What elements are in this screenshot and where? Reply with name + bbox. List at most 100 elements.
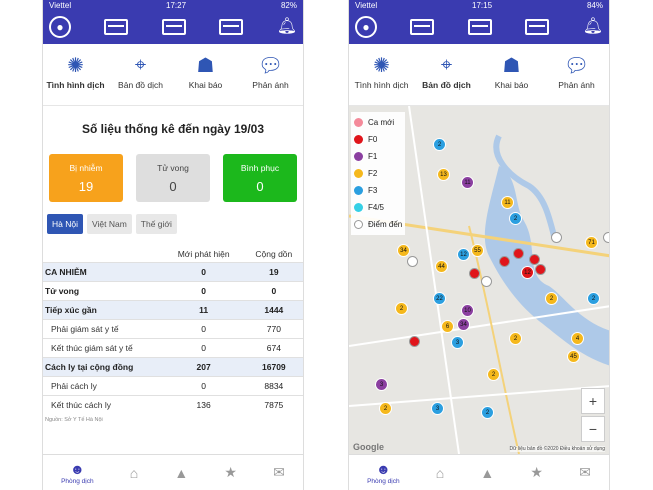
nav-map[interactable]: ⌖ Bản đồ dịch [118,53,163,91]
tab-hanoi[interactable]: Hà Nội [47,214,83,234]
map-marker[interactable]: 2 [487,368,500,381]
map-marker[interactable]: 2 [587,292,600,305]
map-marker[interactable]: 34 [457,318,470,331]
virus-icon: ✺ [67,54,84,77]
bottom-nav-chat[interactable]: ✉ [579,464,591,481]
map-marker[interactable]: 2 [379,402,392,415]
nav-declare[interactable]: ☗ Khai báo [176,52,236,91]
map-marker[interactable]: 34 [397,244,410,257]
bell-icon[interactable]: 🔔︎ [582,18,603,35]
page-title: Số liệu thống kê đến ngày 19/03 [81,122,265,136]
map-marker[interactable]: 45 [567,350,580,363]
map-marker-dot[interactable] [535,264,546,275]
tab-vietnam[interactable]: Việt Nam [86,214,132,234]
nav-situation[interactable]: ✺ Tình hình dịch [352,52,412,91]
chat-icon: 💬︎ [257,54,284,77]
region-tabs: Hà Nội Việt Nam Thế giới [43,214,303,234]
bottom-nav-favorites[interactable]: ★ [530,464,543,481]
zoom-in-button[interactable]: + [581,388,605,414]
map-marker[interactable]: 11 [501,196,514,209]
legend-item: Điểm đến [354,216,402,233]
id-card-icon[interactable] [410,19,435,35]
insurance-card-icon[interactable] [467,19,492,35]
map-marker[interactable]: 3 [375,378,388,391]
map-marker-dot[interactable] [529,254,540,265]
map-marker[interactable]: 3 [451,336,464,349]
table-row: Tiếp xúc gần 11 1444 [43,299,303,319]
map-marker[interactable]: 2 [545,292,558,305]
map-legend: Ca mới F0 F1 F2 F3 F4/5 Điểm đến [351,112,406,235]
map-marker[interactable]: 55 [471,244,484,257]
zoom-out-button[interactable]: − [581,416,605,442]
map-marker[interactable]: 71 [585,236,598,249]
health-card-icon[interactable] [525,19,550,35]
map-marker[interactable]: 13 [437,168,450,181]
bell-icon[interactable]: 🔔︎ [276,18,297,35]
table-row: Cách ly tại cộng đồng 207 16709 [43,356,303,376]
map-marker[interactable]: 2 [509,212,522,225]
table-row: Kết thúc cách ly 136 7875 [43,394,303,414]
table-row: Kết thúc giám sát y tế 0 674 [43,337,303,357]
chat-bubble-icon: ✉ [273,464,285,480]
map-attribution[interactable]: Dữ liệu bản đồ ©2020 Điều khoản sử dụng [509,446,605,452]
nav-feedback[interactable]: 💬︎ Phản ánh [241,52,301,91]
home-icon: ⌂ [129,464,139,481]
map-marker[interactable]: 22 [433,292,446,305]
bottom-nav-education[interactable]: ▲ [480,465,494,481]
map-marker[interactable]: 2 [433,138,446,151]
legend-swatch [354,152,363,161]
legend-item: F0 [354,131,402,148]
map-marker[interactable]: 10 [461,304,474,317]
map-marker[interactable]: 2 [395,302,408,315]
bottom-nav-education[interactable]: ▲ [174,465,188,481]
carrier: Viettel [49,0,72,10]
carrier: Viettel [355,0,378,10]
legend-item: F4/5 [354,199,402,216]
case-map[interactable]: Ca mới F0 F1 F2 F3 F4/5 Điểm đến 2 13 11 11… [349,106,609,454]
map-marker[interactable]: 12 [521,266,534,279]
doctor-icon: ☻ [69,460,85,477]
profile-icon[interactable]: ● [49,16,71,38]
map-marker-dot[interactable] [409,336,420,347]
phone-stats-screen: Viettel 17:27 82% ● 🔔︎ ✺ Tình hình dịch ⌖… [42,0,304,490]
bottom-nav-home[interactable]: ⌂ [436,465,444,481]
map-marker[interactable]: 6 [441,320,454,333]
nav-declare[interactable]: ☗ Khai báo [482,52,542,91]
table-row: Phải cách ly 0 8834 [43,375,303,395]
map-marker[interactable]: 11 [461,176,474,189]
map-marker[interactable]: 2 [509,332,522,345]
battery: 84% [586,0,603,10]
nav-feedback[interactable]: 💬︎ Phản ánh [547,52,607,91]
health-card-icon[interactable] [219,19,244,35]
bottom-nav-chat[interactable]: ✉ [273,464,285,481]
map-marker-dot[interactable] [603,232,609,243]
nav-situation[interactable]: ✺ Tình hình dịch [46,52,106,91]
map-marker-dot[interactable] [469,268,480,279]
map-marker[interactable]: 44 [435,260,448,273]
profile-icon[interactable]: ● [355,16,377,38]
bottom-nav-favorites[interactable]: ★ [224,464,237,481]
map-marker-dot[interactable] [407,256,418,267]
map-marker[interactable]: 12 [457,248,470,261]
map-marker[interactable]: 2 [481,406,494,419]
bottom-nav-home[interactable]: ⌂ [130,465,138,481]
table-row: CA NHIỄM 0 19 [43,261,303,281]
bottom-nav-prevention[interactable]: ☻ Phòng dịch [61,460,94,485]
table-row: Phải giám sát y tế 0 770 [43,318,303,338]
nav-map[interactable]: ⌖ Bản đồ dịch [422,53,471,91]
map-marker-dot[interactable] [481,276,492,287]
map-marker[interactable]: 3 [431,402,444,415]
bottom-nav-prevention[interactable]: ☻ Phòng dịch [367,460,400,485]
map-marker-dot[interactable] [513,248,524,259]
map-marker[interactable]: 4 [571,332,584,345]
insurance-card-icon[interactable] [161,19,186,35]
map-marker-dot[interactable] [551,232,562,243]
legend-swatch [354,135,363,144]
legend-item: F1 [354,148,402,165]
id-card-icon[interactable] [104,19,129,35]
tab-world[interactable]: Thế giới [135,214,177,234]
people-icon: ☗ [196,54,215,77]
map-marker-dot[interactable] [499,256,510,267]
clock: 17:27 [166,0,187,10]
legend-swatch [354,220,363,229]
